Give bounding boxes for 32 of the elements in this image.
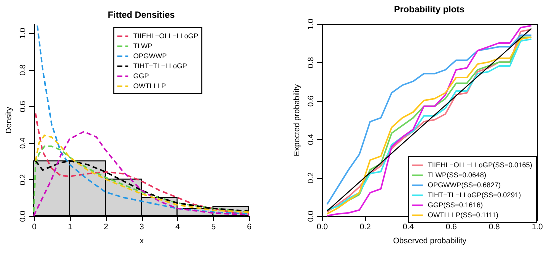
x-tick-label: 0.8 xyxy=(488,222,501,232)
line-series xyxy=(36,25,250,215)
x-tick-label: 0.4 xyxy=(402,222,415,232)
x-tick-label: 5 xyxy=(211,222,216,232)
x-tick-label: 3 xyxy=(140,222,145,232)
x-tick-label: 6 xyxy=(247,222,252,232)
y-tick-label: 0.0 xyxy=(306,210,316,222)
x-tick-label: 0.2 xyxy=(360,222,372,232)
chart-title: Fitted Densities xyxy=(108,10,176,20)
x-axis-title: x xyxy=(140,236,144,246)
y-tick-label: 0.8 xyxy=(306,56,316,68)
y-tick-label: 0.0 xyxy=(18,210,28,222)
y-tick-label: 0.6 xyxy=(18,100,28,112)
y-tick-label: 0.8 xyxy=(18,64,28,76)
x-tick-label: 1.0 xyxy=(532,222,544,232)
y-tick-label: 0.6 xyxy=(306,95,316,107)
x-tick-label: 0 xyxy=(32,222,38,232)
y-tick-label: 1.0 xyxy=(18,28,28,40)
y-tick-label: 0.2 xyxy=(18,174,28,186)
x-tick-label: 1 xyxy=(68,222,74,232)
y-tick-label: 0.4 xyxy=(18,137,28,149)
chart-title: Probability plots xyxy=(394,4,465,14)
y-axis-title: Density xyxy=(4,107,14,134)
y-tick-label: 1.0 xyxy=(306,18,316,30)
x-tick-label: 2 xyxy=(104,222,109,232)
y-axis-title: Expected probability xyxy=(292,84,302,157)
x-tick-label: 0.0 xyxy=(316,222,329,232)
y-tick-label: 0.4 xyxy=(306,134,316,146)
x-tick-label: 4 xyxy=(176,222,181,232)
y-tick-label: 0.2 xyxy=(306,172,316,184)
x-tick-label: 0.6 xyxy=(446,222,458,232)
x-axis-title: Observed probability xyxy=(393,236,467,246)
